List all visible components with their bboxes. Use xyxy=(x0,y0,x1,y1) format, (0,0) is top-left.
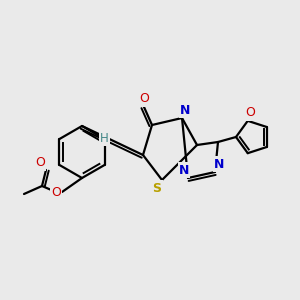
Text: N: N xyxy=(214,158,224,170)
Text: O: O xyxy=(35,157,45,169)
Text: O: O xyxy=(139,92,149,106)
Text: N: N xyxy=(180,103,190,116)
Text: N: N xyxy=(179,164,189,176)
Text: O: O xyxy=(245,106,255,119)
Text: H: H xyxy=(100,132,109,145)
Text: O: O xyxy=(51,185,61,199)
Text: S: S xyxy=(152,182,161,194)
